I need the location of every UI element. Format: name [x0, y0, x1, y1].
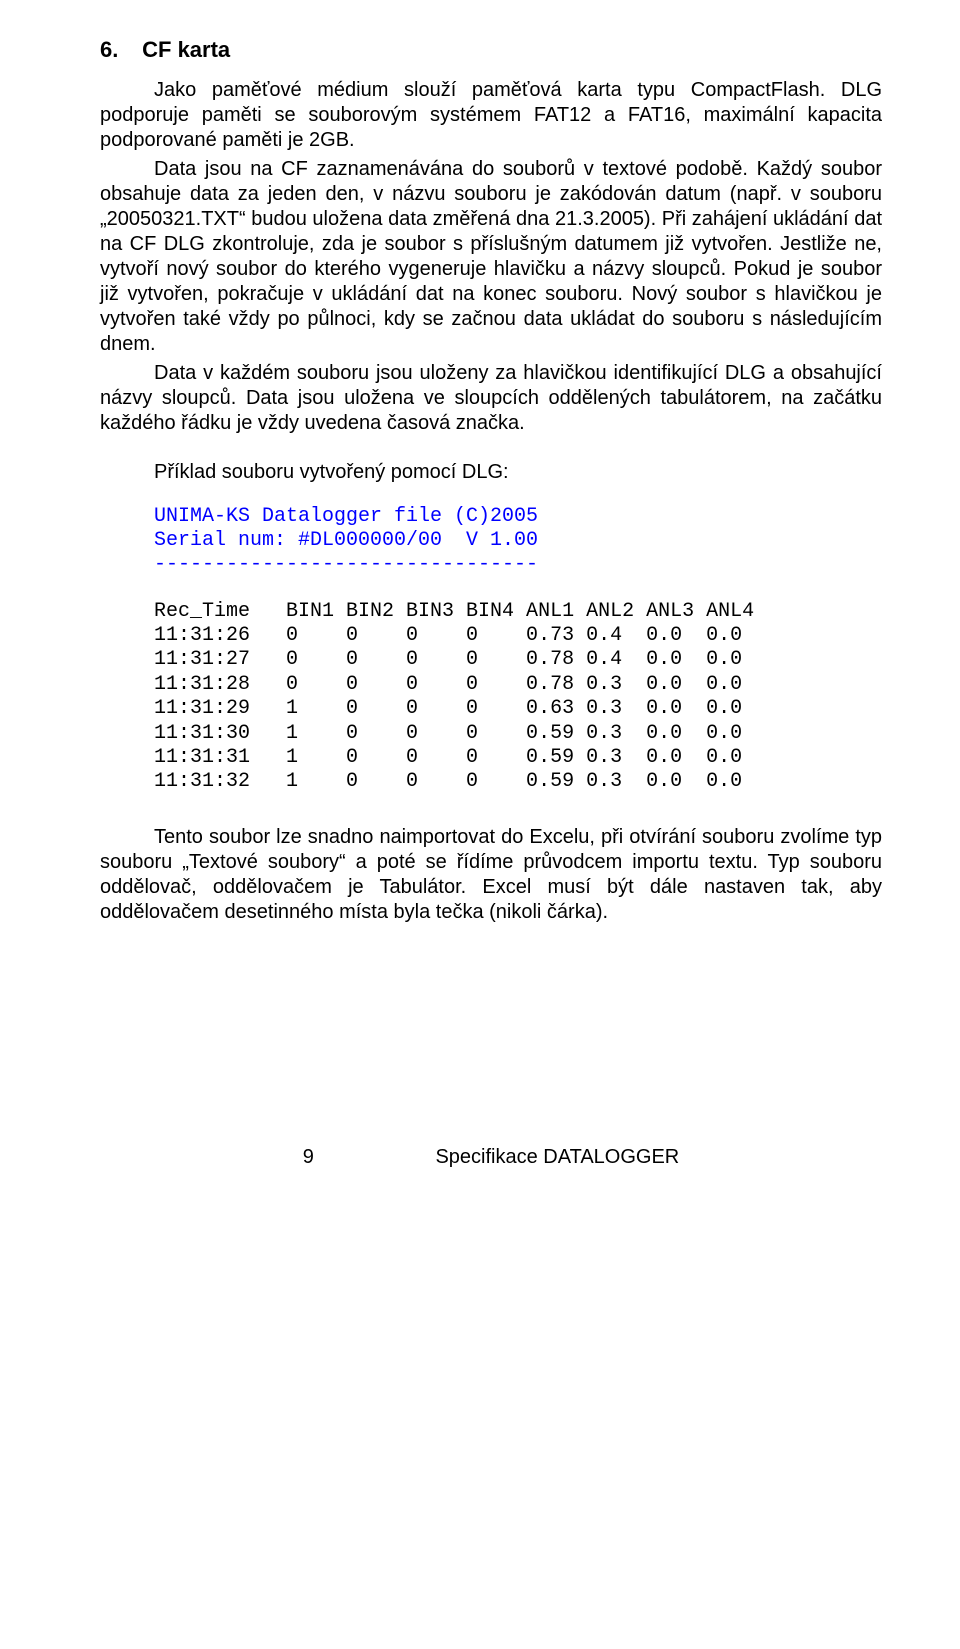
paragraph-1: Jako paměťové médium slouží paměťová kar…	[100, 78, 882, 153]
heading-number: 6.	[100, 36, 136, 64]
file-data-sample: Rec_Time BIN1 BIN2 BIN3 BIN4 ANL1 ANL2 A…	[154, 600, 882, 795]
file-header-sample: UNIMA-KS Datalogger file (C)2005 Serial …	[154, 505, 882, 578]
heading-title: CF karta	[142, 37, 230, 62]
paragraph-2: Data jsou na CF zaznamenávána do souborů…	[100, 157, 882, 357]
example-label: Příklad souboru vytvořený pomocí DLG:	[154, 460, 882, 485]
paragraph-4: Tento soubor lze snadno naimportovat do …	[100, 825, 882, 925]
page-number: 9	[303, 1145, 314, 1170]
section-heading: 6. CF karta	[100, 36, 882, 64]
footer-title: Specifikace DATALOGGER	[435, 1146, 679, 1168]
page-footer: 9 Specifikace DATALOGGER	[100, 1145, 882, 1170]
paragraph-3: Data v každém souboru jsou uloženy za hl…	[100, 361, 882, 436]
